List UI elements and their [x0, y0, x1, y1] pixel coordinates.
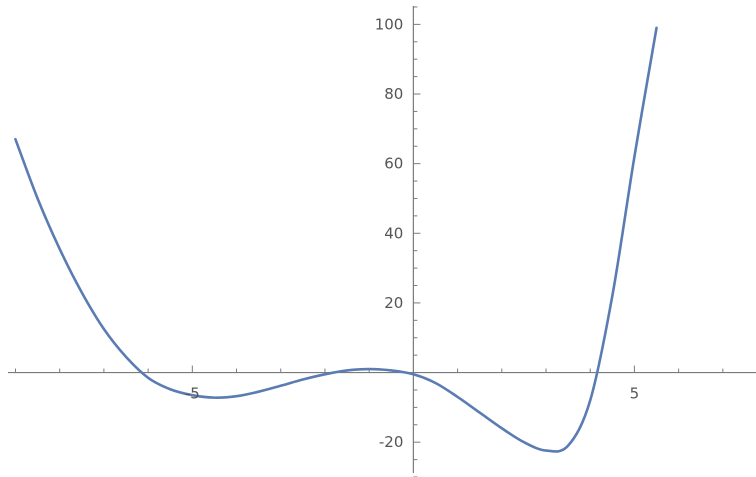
y-tick-label: 80 — [384, 85, 403, 103]
tick-labels: -5 5 -20 20 40 60 80 100 — [185, 15, 639, 451]
x-tick-label: -5 — [185, 385, 200, 403]
y-tick-label: 40 — [384, 224, 403, 242]
y-tick-label: 20 — [384, 294, 403, 312]
x-tick-label: 5 — [630, 385, 640, 403]
y-tick-label: 60 — [384, 155, 403, 173]
y-tick-label: 100 — [375, 15, 404, 33]
axis-ticks — [14, 6, 724, 477]
y-tick-label: -20 — [379, 433, 404, 451]
series-line — [14, 26, 658, 453]
